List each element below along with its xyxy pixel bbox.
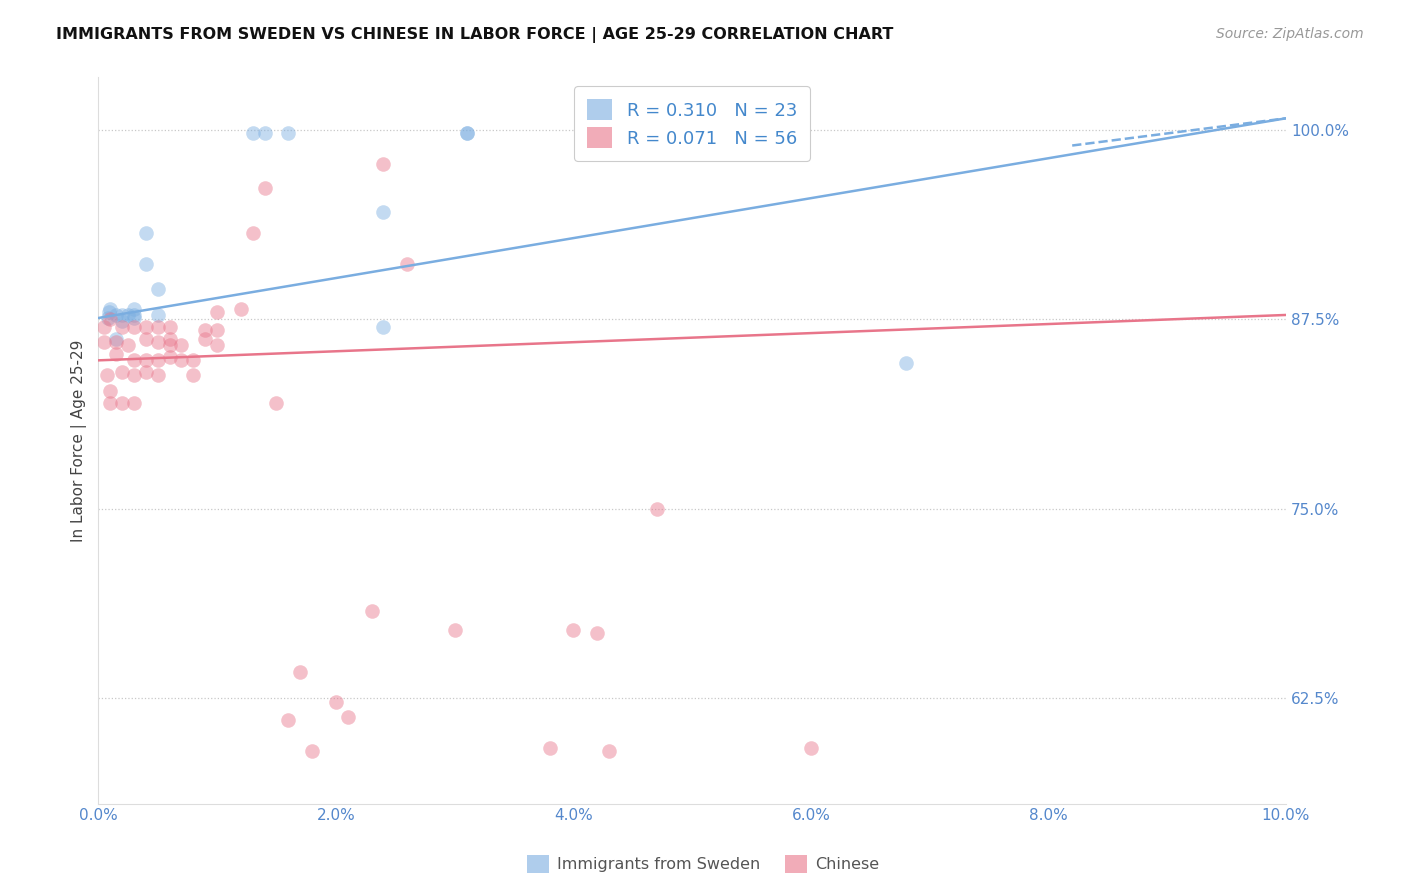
Point: [229, 301, 252, 316]
Point: [93, 320, 115, 334]
Point: [111, 320, 134, 334]
Point: [111, 308, 134, 322]
Text: IMMIGRANTS FROM SWEDEN VS CHINESE IN LABOR FORCE | AGE 25-29 CORRELATION CHART: IMMIGRANTS FROM SWEDEN VS CHINESE IN LAB…: [56, 27, 894, 43]
Point: [301, 744, 323, 758]
Point: [159, 320, 181, 334]
Point: [105, 335, 128, 350]
Point: [146, 320, 169, 334]
Point: [894, 356, 917, 370]
Point: [135, 320, 157, 334]
Point: [122, 301, 145, 316]
Point: [98, 395, 121, 409]
Point: [800, 740, 823, 755]
Point: [645, 501, 668, 516]
Point: [135, 227, 157, 241]
Point: [277, 714, 299, 728]
Legend: Immigrants from Sweden, Chinese: Immigrants from Sweden, Chinese: [520, 848, 886, 880]
Point: [205, 323, 228, 337]
Text: Source: ZipAtlas.com: Source: ZipAtlas.com: [1216, 27, 1364, 41]
Point: [122, 353, 145, 368]
Point: [598, 744, 620, 758]
Y-axis label: In Labor Force | Age 25-29: In Labor Force | Age 25-29: [72, 339, 87, 541]
Point: [205, 305, 228, 319]
Point: [105, 308, 128, 322]
Point: [325, 695, 347, 709]
Point: [122, 368, 145, 383]
Point: [135, 256, 157, 270]
Point: [98, 301, 121, 316]
Point: [586, 625, 609, 640]
Point: [170, 353, 193, 368]
Point: [360, 605, 382, 619]
Point: [290, 665, 312, 679]
Point: [456, 127, 478, 141]
Point: [146, 368, 169, 383]
Point: [146, 335, 169, 350]
Point: [96, 368, 118, 383]
Point: [170, 338, 193, 352]
Point: [93, 335, 115, 350]
Point: [98, 384, 121, 398]
Point: [146, 282, 169, 296]
Point: [135, 353, 157, 368]
Point: [122, 308, 145, 322]
Point: [122, 310, 145, 325]
Point: [242, 127, 264, 141]
Point: [159, 351, 181, 365]
Point: [111, 395, 134, 409]
Point: [105, 332, 128, 346]
Point: [443, 623, 465, 637]
Point: [373, 156, 395, 170]
Point: [266, 395, 288, 409]
Point: [146, 353, 169, 368]
Point: [117, 338, 139, 352]
Point: [205, 338, 228, 352]
Point: [159, 332, 181, 346]
Point: [456, 127, 478, 141]
Point: [105, 347, 128, 361]
Point: [194, 323, 217, 337]
Point: [336, 710, 359, 724]
Point: [253, 181, 276, 195]
Point: [183, 368, 205, 383]
Point: [373, 320, 395, 334]
Point: [159, 338, 181, 352]
Legend: R = 0.310   N = 23, R = 0.071   N = 56: R = 0.310 N = 23, R = 0.071 N = 56: [575, 87, 810, 161]
Point: [122, 395, 145, 409]
Point: [373, 205, 395, 219]
Point: [277, 127, 299, 141]
Point: [135, 332, 157, 346]
Point: [122, 320, 145, 334]
Point: [253, 127, 276, 141]
Point: [98, 305, 121, 319]
Point: [538, 740, 561, 755]
Point: [396, 256, 419, 270]
Point: [97, 310, 120, 325]
Point: [98, 312, 121, 326]
Point: [183, 353, 205, 368]
Point: [111, 314, 134, 328]
Point: [562, 623, 585, 637]
Point: [135, 366, 157, 380]
Point: [111, 366, 134, 380]
Point: [194, 332, 217, 346]
Point: [146, 308, 169, 322]
Point: [242, 227, 264, 241]
Point: [117, 308, 139, 322]
